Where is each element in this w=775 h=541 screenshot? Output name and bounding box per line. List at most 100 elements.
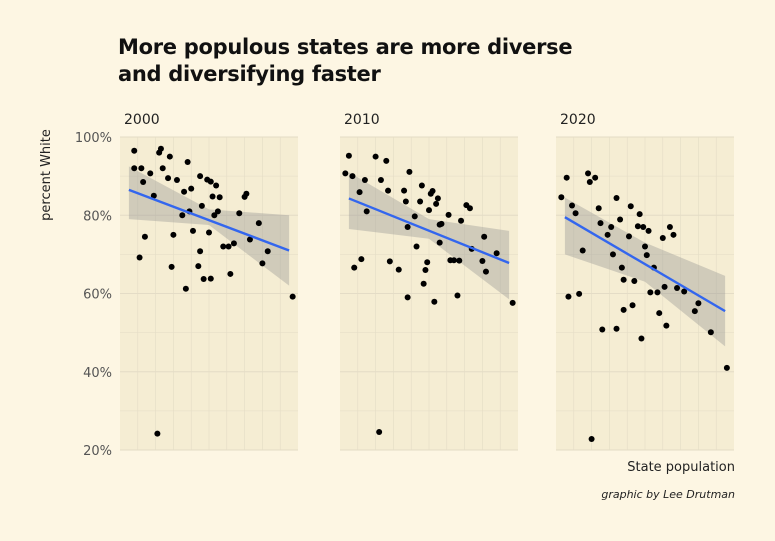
data-point — [436, 239, 443, 246]
data-point — [173, 177, 180, 184]
data-point — [609, 251, 616, 258]
data-point — [595, 205, 602, 212]
data-point — [438, 220, 445, 227]
data-point — [629, 302, 636, 309]
data-point — [613, 325, 620, 332]
data-point — [627, 203, 634, 210]
data-point — [707, 329, 714, 336]
data-point — [613, 195, 620, 202]
data-point — [289, 293, 296, 300]
data-point — [482, 268, 489, 275]
facet-panel-2020: 2020 — [556, 112, 734, 451]
data-point — [264, 248, 271, 255]
data-point — [402, 198, 409, 205]
data-point — [450, 257, 457, 264]
data-point — [401, 187, 408, 194]
data-point — [383, 157, 390, 164]
confidence-band — [128, 166, 290, 286]
data-point — [345, 152, 352, 159]
data-point — [200, 276, 207, 283]
data-point — [243, 190, 250, 197]
data-point — [385, 187, 392, 194]
data-point — [424, 259, 431, 266]
data-point — [422, 267, 429, 274]
data-point — [454, 292, 461, 299]
data-point — [211, 212, 218, 219]
data-point — [620, 306, 627, 313]
trend-line — [128, 188, 290, 252]
data-point — [165, 175, 172, 182]
data-point — [179, 212, 186, 219]
data-point — [659, 234, 666, 241]
facet-label: 2010 — [344, 112, 380, 128]
data-point — [663, 322, 670, 329]
data-point — [599, 326, 606, 333]
data-point — [604, 231, 611, 238]
data-point — [586, 178, 593, 185]
y-tick-label: 60% — [83, 288, 112, 303]
trend-line — [348, 197, 510, 265]
data-point — [197, 173, 204, 180]
data-point — [246, 236, 253, 243]
data-point — [618, 264, 625, 271]
data-point — [417, 198, 424, 205]
data-point — [404, 294, 411, 301]
data-point — [434, 195, 441, 202]
data-point — [349, 173, 356, 180]
data-point — [617, 216, 624, 223]
data-point — [681, 288, 688, 295]
data-point — [206, 229, 212, 236]
data-point — [723, 364, 730, 371]
data-point — [579, 247, 586, 254]
data-point — [197, 248, 204, 255]
data-point — [418, 182, 425, 189]
data-point — [220, 243, 227, 250]
data-point — [569, 202, 576, 209]
data-point — [225, 243, 232, 250]
facet-panel-2010: 2010 — [340, 112, 518, 451]
data-point — [661, 283, 668, 290]
data-point — [198, 202, 205, 209]
y-tick-label: 40% — [83, 366, 112, 381]
confidence-band — [348, 172, 510, 300]
data-point — [420, 280, 427, 287]
data-point — [207, 275, 214, 282]
data-point — [592, 174, 599, 181]
data-point — [170, 231, 177, 238]
data-point — [377, 177, 384, 184]
data-point — [691, 308, 698, 315]
data-point — [138, 165, 145, 172]
data-point — [189, 227, 196, 234]
data-point — [386, 258, 393, 265]
x-axis-title: State population — [627, 460, 735, 475]
data-point — [479, 258, 486, 265]
data-point — [666, 223, 673, 230]
data-point — [195, 263, 202, 270]
data-point — [227, 270, 234, 277]
data-point — [140, 178, 147, 185]
data-point — [670, 231, 677, 238]
data-point — [674, 285, 681, 292]
data-point — [413, 243, 420, 250]
y-tick-label: 80% — [83, 209, 112, 224]
chart-title: More populous states are more diverse an… — [118, 34, 718, 88]
y-axis-title: percent White — [39, 129, 54, 221]
data-point — [188, 185, 195, 192]
data-point — [376, 429, 383, 436]
data-point — [597, 220, 604, 227]
data-point — [131, 147, 138, 154]
data-point — [184, 159, 191, 166]
chart-title-line-1: More populous states are more diverse — [118, 35, 573, 59]
data-point — [456, 257, 463, 264]
data-point — [182, 285, 189, 292]
facet-label: 2000 — [124, 112, 160, 128]
data-point — [166, 153, 173, 160]
data-point — [636, 211, 643, 218]
data-point — [558, 194, 565, 201]
data-point — [645, 227, 652, 234]
data-point — [411, 213, 418, 220]
data-point — [131, 165, 138, 172]
data-point — [620, 276, 627, 283]
data-point — [433, 200, 440, 207]
data-point — [429, 187, 436, 194]
